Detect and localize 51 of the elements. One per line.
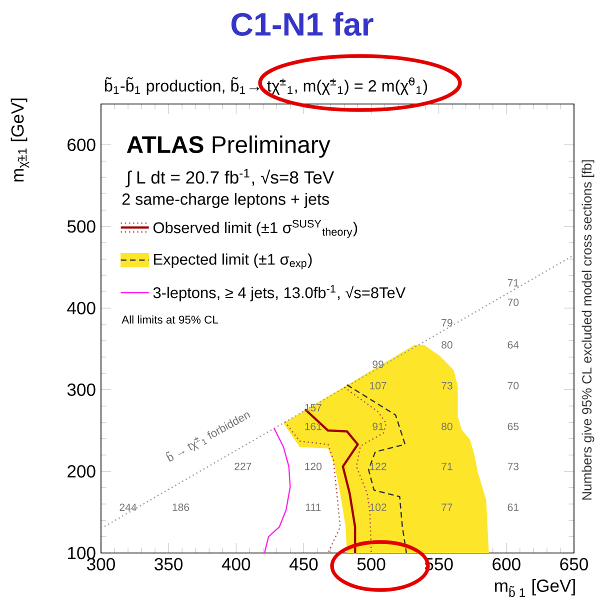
x-tick-label: 350 xyxy=(154,558,183,570)
annotation: 107 xyxy=(370,382,386,390)
annotation: 186 xyxy=(172,504,190,512)
y-tick-label: 500 xyxy=(67,220,96,233)
x-tick-label: 600 xyxy=(492,558,520,570)
line-series xyxy=(284,420,341,553)
x-tick-label: 450 xyxy=(289,558,318,570)
annotation: 61 xyxy=(508,504,519,512)
annotation: 73 xyxy=(442,382,452,390)
legend-label: Observed limit (±1 σ$^{SUSY}$$_{theory}$) xyxy=(153,220,358,238)
annotation: All limits at 95% CL xyxy=(122,315,218,324)
x-tick-label: 300 xyxy=(87,558,115,570)
annotation: ATLAS Preliminary xyxy=(126,136,330,158)
annotation: 244 xyxy=(120,504,137,511)
y-tick-label: 100 xyxy=(68,546,96,560)
y-axis-title: m$_{χ̃±1}$ [GeV] xyxy=(10,98,30,182)
annotation: 161 xyxy=(305,422,322,430)
annotation: 79 xyxy=(442,319,452,327)
x-tick-label: 650 xyxy=(560,558,588,570)
annotation: 227 xyxy=(234,462,252,470)
y2-axis-title: Numbers give 95% CL excluded model cross sections [fb] xyxy=(582,160,594,500)
y-tick-label: 200 xyxy=(68,465,96,478)
x-tick-label: 400 xyxy=(222,558,250,570)
y-tick-label: 600 xyxy=(68,138,96,152)
text: b̃$_{1}$-b̃$_{1}$ production, b̃$_{1}$→ tχ̃$^{±}$$_{1}$, m(χ̃$^{±}$$_{1}$) = 2 m(χ̃$^{0}$$_{1}$) xyxy=(104,77,428,95)
annotation: 99 xyxy=(372,360,384,368)
annotation: 111 xyxy=(306,504,321,511)
legend-label: 3-leptons, ≥ 4 jets, 13.0fb$^{-1}$, √s=8TeV xyxy=(153,285,406,302)
annotation: 120 xyxy=(305,462,322,470)
annotation: 64 xyxy=(508,341,519,349)
line-series xyxy=(264,427,291,553)
annotation: 91 xyxy=(372,422,384,430)
x-axis-title: m$_{b̃ 1}$ [GeV] xyxy=(495,579,575,597)
annotation: 122 xyxy=(370,462,386,470)
legend-label: Expected limit (±1 σ$_{exp}$) xyxy=(154,253,312,270)
x-tick-label: 500 xyxy=(357,558,386,570)
annotation: 71 xyxy=(508,279,519,286)
annotation: 73 xyxy=(508,462,519,470)
annotation: 77 xyxy=(442,504,452,511)
annotation: 71 xyxy=(442,462,452,470)
chart-title: C1-N1 far xyxy=(231,12,374,36)
annotation: 80 xyxy=(442,422,452,430)
annotation: 2 same-charge leptons + jets xyxy=(122,193,330,208)
annotation: ∫ L dt = 20.7 fb$^{-1}$, √s=8 TeV xyxy=(126,168,334,188)
y-tick-label: 400 xyxy=(67,302,96,314)
annotation: 80 xyxy=(442,341,452,349)
annotation: 70 xyxy=(508,382,519,390)
annotation: 102 xyxy=(370,504,386,512)
annotation: 70 xyxy=(508,298,519,306)
y-tick-label: 300 xyxy=(67,384,96,396)
annotation: 65 xyxy=(508,422,519,430)
